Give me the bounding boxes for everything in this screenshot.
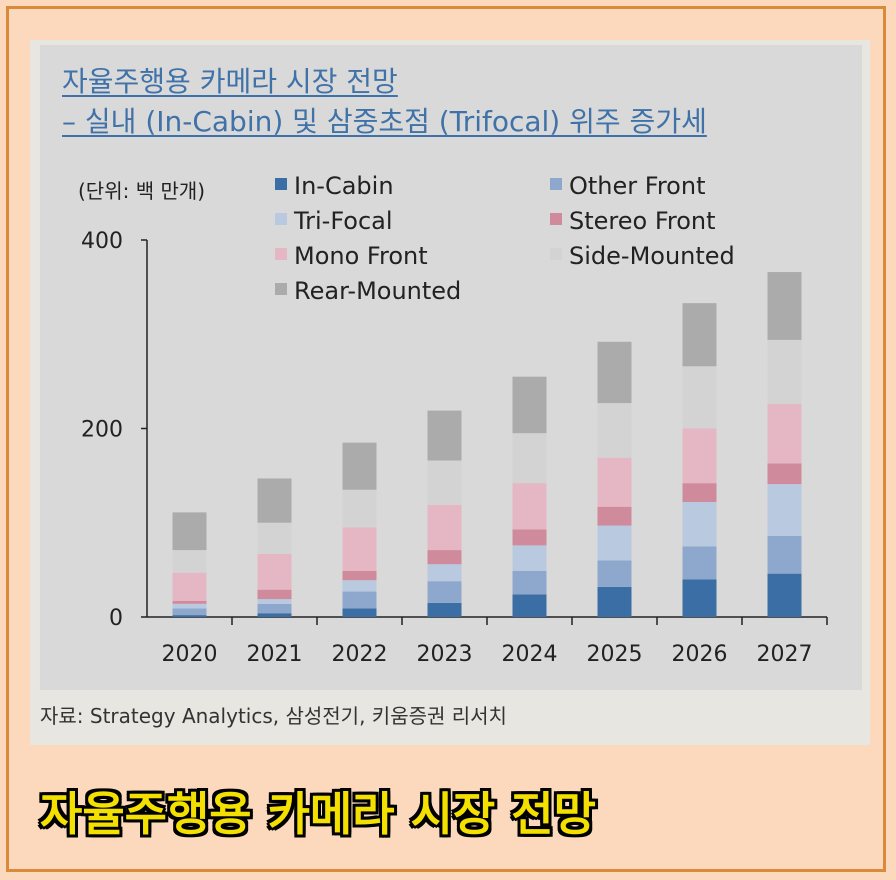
x-tick-label: 2025 [587,642,643,667]
bar-segment [257,522,292,554]
bar-segment [342,489,377,528]
bar-segment [172,608,207,616]
bar-segment [512,433,547,484]
bar-segment [767,339,802,404]
bar-segment [342,570,377,581]
bar-segment [342,608,377,617]
bar-segment [597,525,632,561]
bar-segment [682,579,717,617]
bar-segment [342,591,377,609]
legend-swatch [275,283,287,295]
bar-segment [597,586,632,617]
chart-subtitle: – 실내 (In-Cabin) 및 삼중초점 (Trifocal) 위주 증가세 [62,105,707,138]
bar-segment [172,615,207,617]
bar-segment [682,366,717,429]
legend-label: Side-Mounted [569,242,735,270]
x-tick-label: 2026 [672,642,728,667]
bar-segment [172,603,207,609]
chart-title: 자율주행용 카메라 시장 전망 [62,65,398,98]
x-tick-label: 2021 [247,642,303,667]
bar-segment [342,580,377,592]
bar-segment [257,478,292,523]
legend-label: Tri-Focal [293,207,393,235]
bar-segment [342,527,377,571]
bar-segment [767,484,802,536]
bar-segment [767,463,802,485]
bar-segment [257,589,292,600]
legend-label: Other Front [569,172,705,200]
x-tick-label: 2020 [162,642,218,667]
y-tick-label: 0 [109,606,123,631]
bar-segment [512,529,547,546]
legend-swatch [275,248,287,260]
bar-segment [682,483,717,503]
bar-segment [767,403,802,464]
bar-segment [682,546,717,580]
bar-segment [597,560,632,587]
legend-label: Mono Front [294,242,428,270]
bar-segment [597,341,632,404]
bar-segment [427,550,462,565]
bar-segment [257,599,292,604]
x-tick-label: 2022 [332,642,388,667]
legend-swatch [550,248,562,260]
bar-segment [767,573,802,617]
bar-segment [427,602,462,617]
bar-segment [682,502,717,547]
legend-swatch [550,213,562,225]
bar-segment [172,600,207,604]
bar-segment [512,483,547,530]
bar-segment [172,572,207,601]
bar-segment [427,460,462,505]
bar-segment [512,545,547,571]
bar-segment [597,403,632,458]
bar-segment [597,457,632,507]
bar-segment [427,564,462,582]
unit-label: (단위: 백 만개) [78,179,205,203]
bars [172,272,802,617]
x-tick-label: 2023 [417,642,473,667]
source-note: 자료: Strategy Analytics, 삼성전기, 키움증권 리서치 [40,704,507,728]
bar-segment [427,581,462,603]
bar-segment [767,535,802,574]
bar-segment [172,512,207,551]
legend-swatch [550,178,562,190]
legend-label: In-Cabin [294,172,394,200]
bar-segment [257,603,292,614]
bar-segment [512,376,547,434]
bar-segment [427,410,462,461]
x-tick-label: 2024 [502,642,558,667]
legend: In-Cabin Other Front Tri-Focal Stereo Front… [275,172,735,305]
legend-label: Rear-Mounted [294,277,461,305]
bar-segment [427,504,462,551]
x-tick-label: 2027 [757,642,813,667]
legend-swatch [275,213,287,225]
bar-segment [682,428,717,484]
caption-banner: 자율주행용 카메라 시장 전망 [40,787,596,841]
bar-segment [257,553,292,590]
legend-swatch [275,178,287,190]
bar-segment [767,272,802,340]
bar-segment [512,594,547,617]
bar-segment [682,303,717,367]
legend-label: Stereo Front [569,207,716,235]
bar-segment [512,570,547,595]
y-tick-label: 200 [81,418,123,443]
bar-segment [597,506,632,526]
bar-segment [172,550,207,573]
bar-segment [342,442,377,490]
y-tick-label: 400 [81,229,123,254]
bar-segment [257,613,292,617]
